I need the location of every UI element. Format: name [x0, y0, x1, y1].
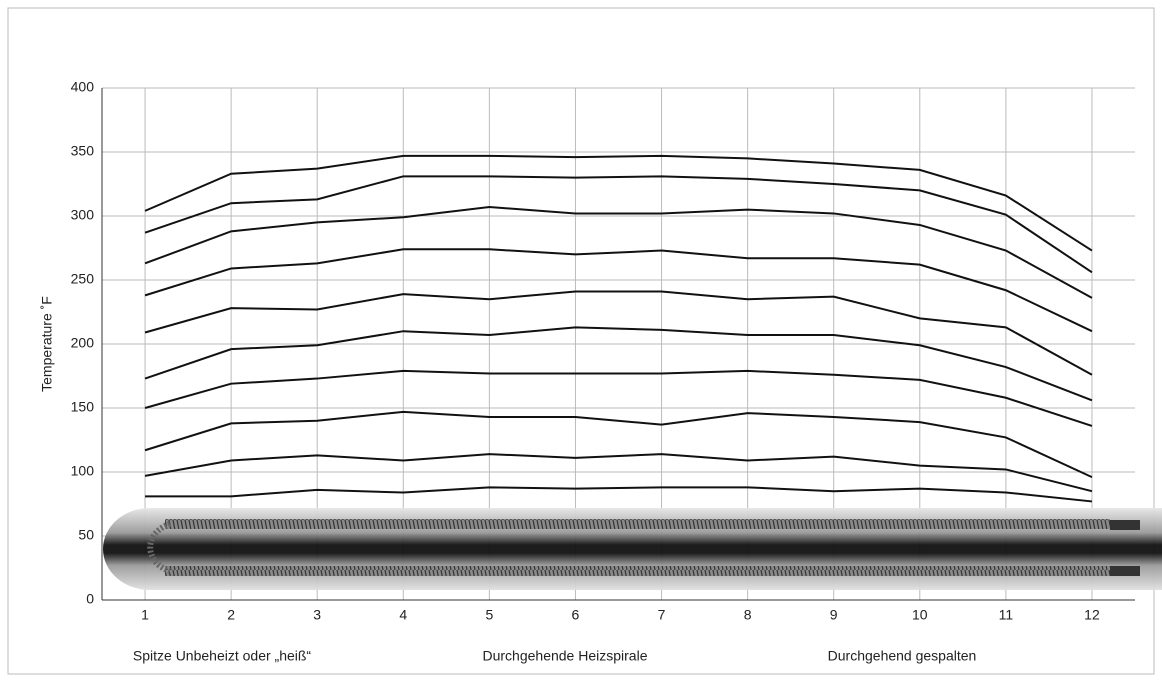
x-tick-label: 11: [999, 607, 1014, 623]
y-tick-label: 300: [71, 207, 95, 223]
chart: Temperature ˚F Spitze Unbeheizt oder „he…: [0, 0, 1162, 682]
x-tick-label: 3: [313, 607, 321, 623]
x-tick-label: 5: [485, 607, 493, 623]
y-tick-label: 150: [71, 399, 95, 415]
y-tick-label: 400: [71, 79, 95, 95]
y-tick-label: 50: [78, 527, 94, 543]
annotation: Durchgehend gespalten: [828, 648, 977, 664]
x-tick-label: 4: [399, 607, 407, 623]
y-tick-label: 0: [86, 591, 94, 607]
x-tick-label: 8: [744, 607, 752, 623]
y-tick-label: 200: [71, 335, 95, 351]
series-line: [145, 249, 1092, 331]
x-tick-label: 12: [1084, 607, 1100, 623]
series-line: [145, 327, 1092, 400]
y-tick-label: 250: [71, 271, 95, 287]
series-line: [145, 292, 1092, 375]
x-tick-label: 9: [830, 607, 838, 623]
y-tick-label: 350: [71, 143, 95, 159]
series-line: [145, 176, 1092, 272]
series-line: [145, 487, 1092, 501]
annotation: Durchgehende Heizspirale: [483, 648, 648, 664]
x-tick-label: 1: [141, 607, 149, 623]
x-tick-label: 2: [227, 607, 235, 623]
annotation: Spitze Unbeheizt oder „heiß“: [133, 648, 312, 664]
heater-image: [103, 508, 1162, 590]
x-tick-label: 7: [658, 607, 666, 623]
y-axis-label: Temperature ˚F: [39, 296, 55, 392]
y-tick-label: 100: [71, 463, 95, 479]
x-tick-label: 6: [572, 607, 580, 623]
series-line: [145, 454, 1092, 491]
series-line: [145, 156, 1092, 251]
series-line: [145, 371, 1092, 426]
x-tick-label: 10: [912, 607, 928, 623]
